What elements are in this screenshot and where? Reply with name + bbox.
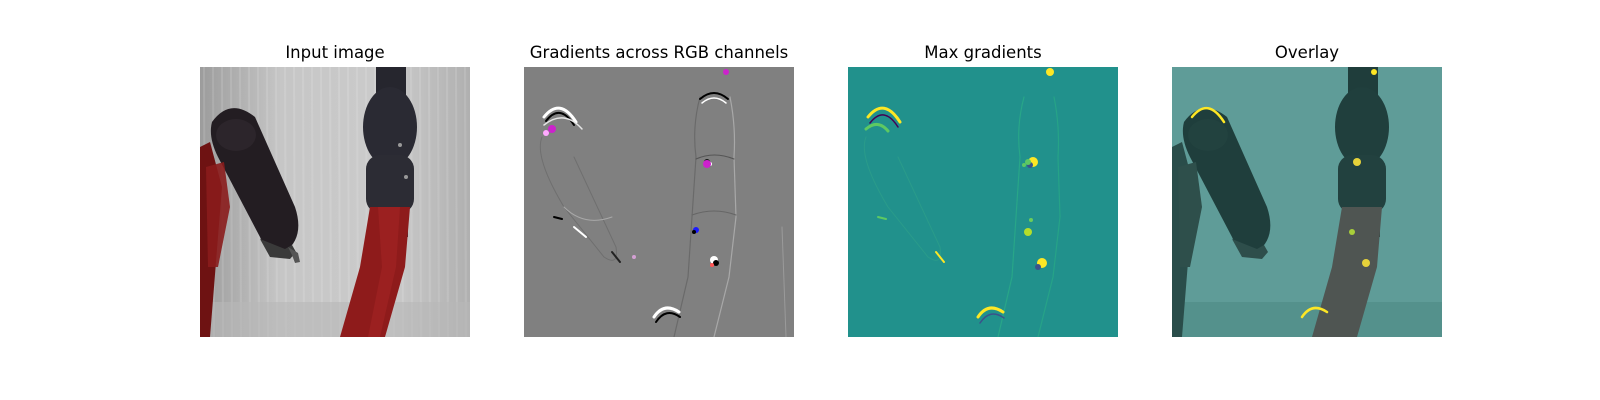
input-image-frame — [200, 67, 470, 337]
input-image — [200, 67, 470, 337]
panel-max-gradients: Max gradients — [848, 0, 1118, 400]
panel-title: Gradients across RGB channels — [529, 43, 789, 62]
gradients-rgb-frame — [524, 67, 794, 337]
panel-gradients-rgb: Gradients across RGB channels — [524, 0, 794, 400]
gradients-rgb-image — [524, 67, 794, 337]
max-gradients-image — [848, 67, 1118, 337]
overlay-image — [1172, 67, 1442, 337]
max-gradients-frame — [848, 67, 1118, 337]
panel-title: Overlay — [1274, 43, 1340, 62]
panel-title: Max gradients — [924, 43, 1042, 62]
panel-title: Input image — [285, 43, 385, 62]
panel-input-image: Input image — [200, 0, 470, 400]
overlay-frame — [1172, 67, 1442, 337]
panel-overlay: Overlay — [1172, 0, 1442, 400]
